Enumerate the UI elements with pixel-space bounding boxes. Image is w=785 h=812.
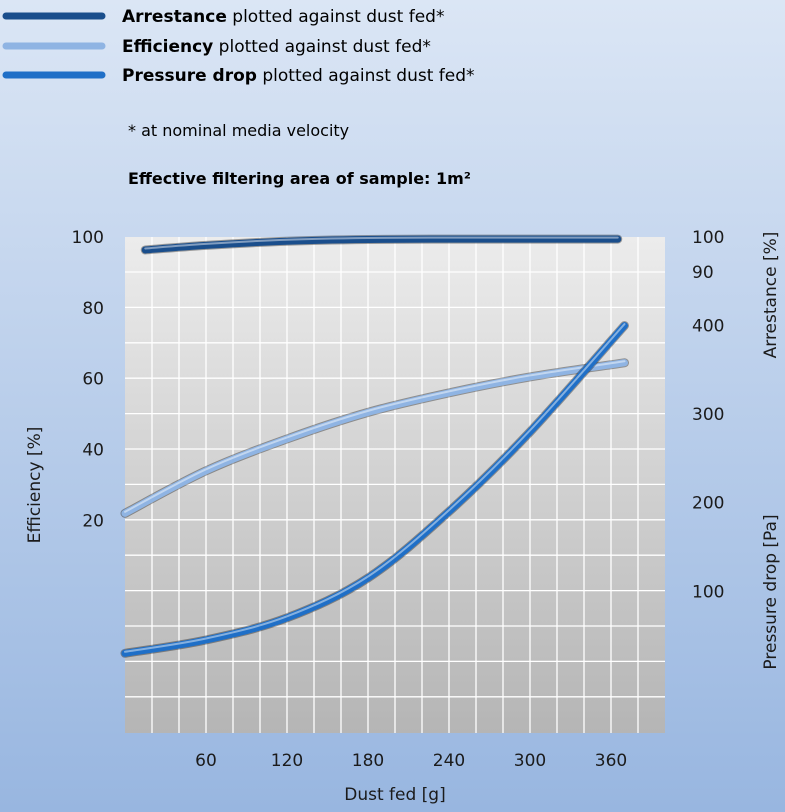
y-left-tick-label: 20 [82,511,104,531]
y-right-bottom-tick-label: 300 [692,405,724,425]
legend: Arrestance plotted against dust fed* Eff… [2,7,475,86]
velocity-note: * at nominal media velocity [128,121,349,140]
y-right-top-axis-title: Arrestance [%] [761,232,781,359]
y-left-tick-label: 60 [82,370,104,390]
x-tick-label: 60 [195,751,217,771]
y-left-tick-label: 100 [72,228,104,248]
x-tick-label: 300 [514,751,546,771]
y-right-bottom-tick-label: 200 [692,494,724,514]
x-axis-title: Dust fed [g] [344,785,446,805]
y-right-top-tick-label: 100 [692,228,724,248]
x-tick-label: 180 [352,751,384,771]
filtering-area-label: Effective filtering area of sample: 1m² [128,169,471,188]
series-highlight-pressure-drop [124,323,626,653]
series-highlight-efficiency [124,360,626,513]
legend-label-efficiency: Efficiency plotted against dust fed* [122,37,431,57]
axis-ticks: 60 120 180 240 300 360 100 80 60 40 20 100 90 400 300 2… [72,228,725,771]
series-line-pressure-drop [121,322,628,657]
legend-label-arrestance: Arrestance plotted against dust fed* [122,7,444,27]
series-line-efficiency [121,359,628,517]
legend-item-efficiency: Efficiency plotted against dust fed* [2,37,431,57]
legend-label-pressure-drop: Pressure drop plotted against dust fed* [122,66,475,86]
legend-item-arrestance: Arrestance plotted against dust fed* [2,7,444,27]
x-tick-label: 240 [433,751,465,771]
series-line-arrestance [141,235,622,254]
data-series [120,234,629,658]
y-left-tick-label: 40 [82,441,104,461]
x-tick-label: 120 [271,751,303,771]
y-right-bottom-tick-label: 100 [692,582,724,602]
series-highlight-arrestance [144,236,619,250]
y-left-axis-title: Efficiency [%] [25,427,45,544]
x-tick-label: 360 [595,751,627,771]
plot-grid [125,237,665,733]
y-right-bottom-axis-title: Pressure drop [Pa] [761,514,781,669]
legend-item-pressure-drop: Pressure drop plotted against dust fed* [2,66,475,86]
y-right-bottom-tick-label: 400 [692,317,724,337]
y-right-top-tick-label: 90 [692,263,714,283]
y-left-tick-label: 80 [82,299,104,319]
